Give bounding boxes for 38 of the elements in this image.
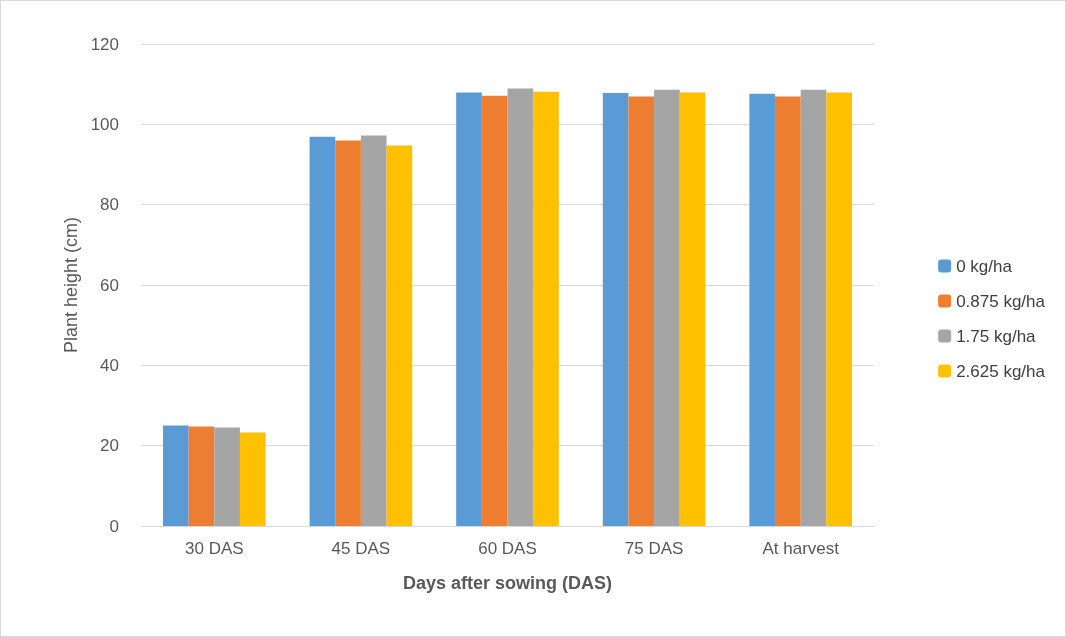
y-tick-label: 120 — [90, 34, 119, 54]
bar — [386, 145, 413, 526]
bar — [679, 92, 706, 526]
x-axis-title: Days after sowing (DAS) — [402, 573, 613, 593]
bar — [749, 93, 776, 526]
bar — [533, 91, 559, 526]
y-tick-label: 0 — [109, 516, 119, 536]
bar — [162, 425, 189, 526]
bar — [507, 88, 534, 526]
bar — [628, 96, 655, 526]
bar — [654, 89, 680, 526]
bar — [188, 426, 215, 526]
bar — [775, 96, 801, 526]
y-tick-label: 40 — [100, 355, 119, 375]
bar — [309, 136, 336, 526]
bar — [826, 92, 853, 526]
legend-label: 1.75 kg/ha — [956, 326, 1037, 346]
bar — [214, 427, 240, 526]
y-tick-label: 20 — [100, 436, 119, 456]
y-tick-label: 100 — [90, 114, 119, 134]
bar — [481, 95, 508, 526]
bar — [456, 92, 482, 526]
bar — [239, 432, 266, 526]
x-tick-label: 60 DAS — [478, 539, 537, 558]
bar — [800, 89, 827, 526]
x-tick-label: 75 DAS — [624, 539, 684, 558]
x-tick-label: 30 DAS — [185, 539, 244, 558]
x-tick-label: At harvest — [762, 539, 840, 558]
legend-label: 0.875 kg/ha — [956, 291, 1046, 311]
x-tick-label: 45 DAS — [331, 539, 391, 558]
y-tick-label: 80 — [100, 195, 119, 215]
legend-label: 0 kg/ha — [956, 256, 1013, 276]
bar — [335, 140, 361, 526]
y-axis-title: Plant height (cm) — [60, 216, 81, 354]
y-tick-label: 60 — [100, 275, 119, 295]
bar — [602, 93, 629, 526]
legend-label: 2.625 kg/ha — [956, 361, 1046, 381]
bar — [360, 135, 387, 526]
